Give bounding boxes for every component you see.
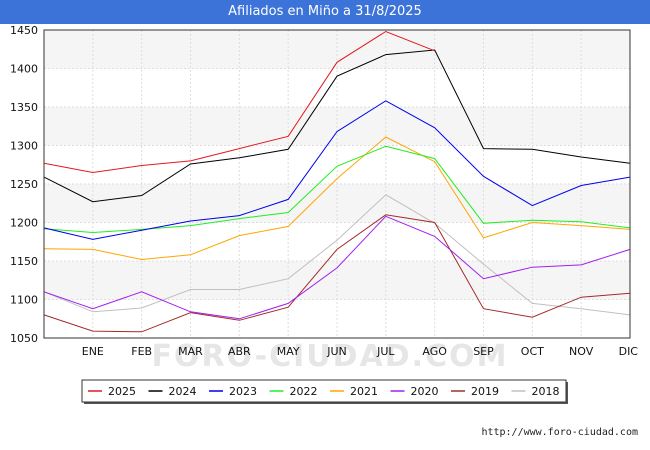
y-tick-label: 1200 (10, 217, 38, 230)
plot-frame (43, 29, 631, 339)
series-line-2020 (43, 215, 631, 320)
chart-title: Afiliados en Miño a 31/8/2025 (0, 0, 650, 24)
x-tick-label: FEB (131, 345, 152, 358)
y-tick-label: 1450 (10, 24, 38, 37)
x-tick-label: SEP (473, 345, 494, 358)
x-tick-label: AGO (422, 345, 447, 358)
y-tick-label: 1350 (10, 101, 38, 114)
y-tick-label: 1400 (10, 63, 38, 76)
series-line-2024 (43, 49, 631, 203)
series-line-2022 (43, 145, 631, 234)
series-lines (43, 30, 631, 333)
legend-label-2019: 2019 (471, 385, 499, 398)
watermark: FORO-CIUDAD.COM (152, 339, 509, 374)
y-tick-label: 1150 (10, 255, 38, 268)
x-tick-label: DIC (619, 345, 639, 358)
x-tick-label: MAR (178, 345, 203, 358)
legend: 2025 2024 2023 2022 2021 2020 2019 2018 (81, 379, 568, 404)
source-url: http://www.foro-ciudad.com (481, 427, 638, 438)
x-tick-label: ENE (82, 345, 104, 358)
legend-box (81, 379, 567, 403)
series-line-2019 (43, 214, 631, 333)
x-tick-label: MAY (277, 345, 300, 358)
legend-label-2018: 2018 (532, 385, 560, 398)
series-line-2023 (43, 100, 631, 240)
legend-label-2025: 2025 (108, 385, 136, 398)
y-axis: 1050 1100 1150 1200 1250 1300 1350 1400 1450 (10, 24, 38, 345)
x-tick-label: JUL (376, 345, 395, 358)
x-tick-label: JUN (326, 345, 347, 358)
legend-label-2023: 2023 (229, 385, 257, 398)
legend-label-2020: 2020 (411, 385, 439, 398)
legend-label-2022: 2022 (290, 385, 318, 398)
legend-label-2021: 2021 (350, 385, 378, 398)
y-tick-label: 1300 (10, 140, 38, 153)
y-tick-label: 1100 (10, 294, 38, 307)
x-tick-label: ABR (228, 345, 251, 358)
x-tick-label: NOV (569, 345, 594, 358)
series-line-2021 (43, 136, 631, 261)
x-axis: ENE FEB MAR ABR MAY JUN JUL AGO SEP OCT NOV DIC (82, 345, 639, 358)
y-tick-label: 1050 (10, 332, 38, 345)
series-line-2025 (43, 30, 435, 174)
y-tick-label: 1250 (10, 178, 38, 191)
series-line-2018 (43, 194, 631, 316)
grid-lines (44, 29, 630, 339)
legend-label-2024: 2024 (169, 385, 197, 398)
x-tick-label: OCT (521, 345, 544, 358)
